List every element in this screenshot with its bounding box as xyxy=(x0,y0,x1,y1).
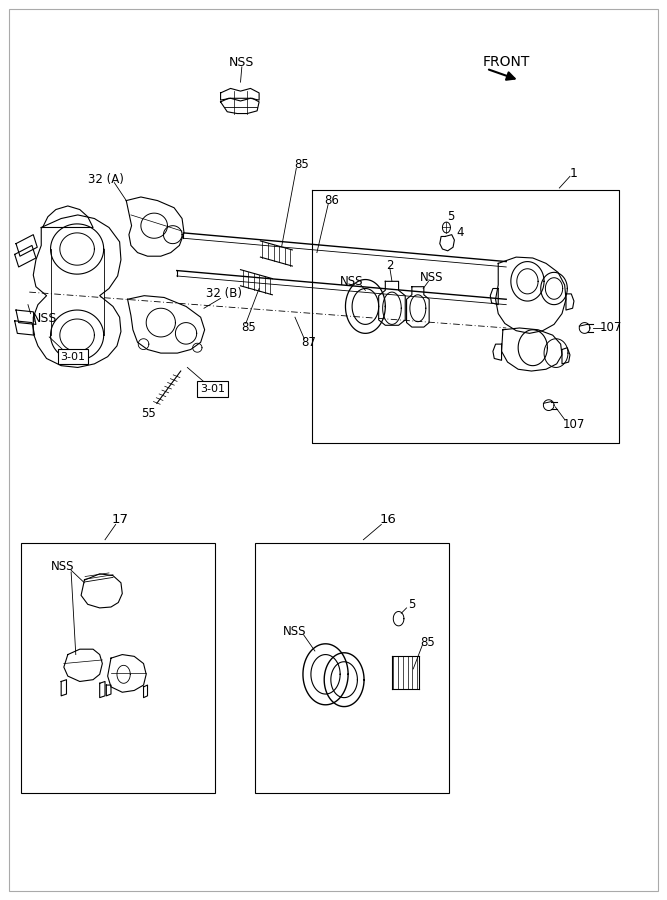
Text: 107: 107 xyxy=(600,321,622,335)
Text: NSS: NSS xyxy=(51,560,74,573)
Text: 85: 85 xyxy=(294,158,309,171)
Text: NSS: NSS xyxy=(340,274,364,288)
Text: 87: 87 xyxy=(301,336,315,349)
FancyBboxPatch shape xyxy=(255,544,449,793)
Text: 86: 86 xyxy=(325,194,340,207)
Text: NSS: NSS xyxy=(283,625,307,638)
Text: NSS: NSS xyxy=(229,56,255,69)
Text: 55: 55 xyxy=(141,407,156,419)
Text: 5: 5 xyxy=(447,211,454,223)
Text: 5: 5 xyxy=(408,598,416,611)
Text: 2: 2 xyxy=(386,258,394,272)
Text: 3-01: 3-01 xyxy=(200,384,225,394)
Text: NSS: NSS xyxy=(32,311,57,325)
Text: 107: 107 xyxy=(563,418,585,431)
Text: FRONT: FRONT xyxy=(482,56,530,69)
Text: 85: 85 xyxy=(420,635,435,649)
Text: 17: 17 xyxy=(111,514,128,526)
Text: 4: 4 xyxy=(456,227,464,239)
Text: 1: 1 xyxy=(570,167,578,180)
Text: 3-01: 3-01 xyxy=(61,352,85,362)
FancyBboxPatch shape xyxy=(21,544,215,793)
Text: 32 (B): 32 (B) xyxy=(206,287,242,301)
Text: NSS: NSS xyxy=(420,271,444,284)
Text: 32 (A): 32 (A) xyxy=(89,173,124,185)
Text: 16: 16 xyxy=(380,514,396,526)
Text: 85: 85 xyxy=(241,320,256,334)
